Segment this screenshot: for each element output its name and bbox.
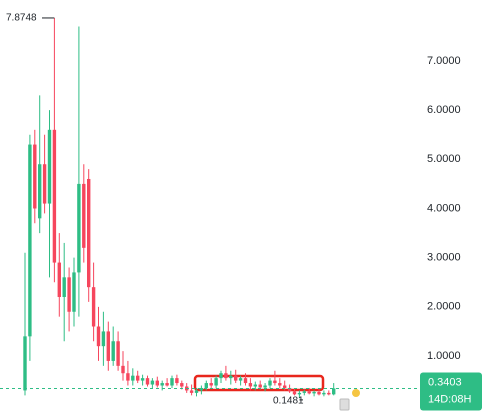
candle-body [243, 378, 248, 384]
y-tick-label: 7.0000 [427, 55, 461, 67]
candle-body [327, 392, 331, 395]
candle-body [273, 380, 277, 384]
candle-body [180, 383, 184, 387]
candle-body [312, 391, 316, 394]
candle-body [121, 365, 125, 374]
candle-body [287, 387, 292, 392]
candle-body [189, 390, 194, 393]
y-tick-label: 2.0000 [427, 301, 461, 313]
price-tag-value: 0.3403 [428, 376, 462, 388]
candle-body [165, 383, 169, 386]
candle-body [150, 380, 155, 385]
y-tick-label: 3.0000 [427, 252, 461, 264]
candle-body [82, 183, 86, 248]
candle-body [38, 164, 42, 219]
candle-body [175, 378, 179, 384]
candle-body [278, 383, 282, 386]
candle-body [111, 341, 115, 361]
candle-body [268, 380, 272, 386]
candle-body [253, 384, 257, 387]
y-tick-label: 6.0000 [427, 104, 461, 116]
candle-body [140, 378, 145, 381]
low-marker-label: 0.1481 [273, 396, 304, 407]
candle-body [307, 391, 311, 394]
candle-body [229, 375, 233, 379]
highlight-box [193, 374, 325, 392]
candle-body [199, 387, 204, 391]
price-tag [420, 372, 482, 411]
candle-body [258, 384, 262, 388]
candle-body [219, 373, 223, 379]
y-tick-label: 1.0000 [427, 350, 461, 362]
candle-body [96, 326, 101, 347]
candle-body [170, 378, 174, 386]
candle-body [160, 383, 164, 386]
candle-body [322, 392, 326, 395]
candle-body [87, 178, 91, 288]
candle-body [106, 331, 110, 361]
candle-body [33, 144, 37, 209]
candle-body [126, 373, 130, 381]
candle-body [145, 378, 150, 385]
candle-body [42, 164, 47, 204]
candle-body [116, 341, 120, 366]
candle-body [248, 383, 253, 387]
candle-body [263, 385, 267, 388]
event-icon [339, 398, 350, 411]
candle-body [131, 375, 135, 381]
candle-body [28, 144, 32, 337]
candle-body [209, 383, 213, 386]
candle-body [62, 277, 66, 298]
candle-body [67, 277, 71, 312]
candle-body [317, 391, 321, 395]
candle-body [91, 287, 96, 327]
candle-body [283, 385, 287, 388]
candle-body [204, 383, 208, 388]
candle-body [101, 331, 106, 347]
candle-body [77, 183, 81, 273]
candle-body [194, 390, 199, 393]
candle-body [234, 375, 238, 381]
y-tick-label: 4.0000 [427, 202, 461, 214]
price-tag-countdown: 14D:08H [428, 393, 471, 405]
candle-body [47, 129, 52, 204]
candle-body [57, 262, 61, 298]
candle-body [155, 380, 159, 386]
candle-body [214, 378, 218, 386]
candle-body [292, 391, 297, 395]
y-tick-label: 5.0000 [427, 153, 461, 165]
candle-body [72, 272, 76, 312]
candle-body [332, 388, 336, 395]
candle-body [23, 336, 27, 391]
candle-body [136, 375, 140, 381]
candle-body [302, 391, 306, 393]
candle-body [238, 378, 243, 381]
indicator-dot [352, 389, 360, 397]
candle-body [297, 392, 302, 395]
candle-body [224, 373, 228, 379]
high-marker-label: 7.8748 [6, 13, 37, 24]
candle-body [52, 129, 57, 263]
